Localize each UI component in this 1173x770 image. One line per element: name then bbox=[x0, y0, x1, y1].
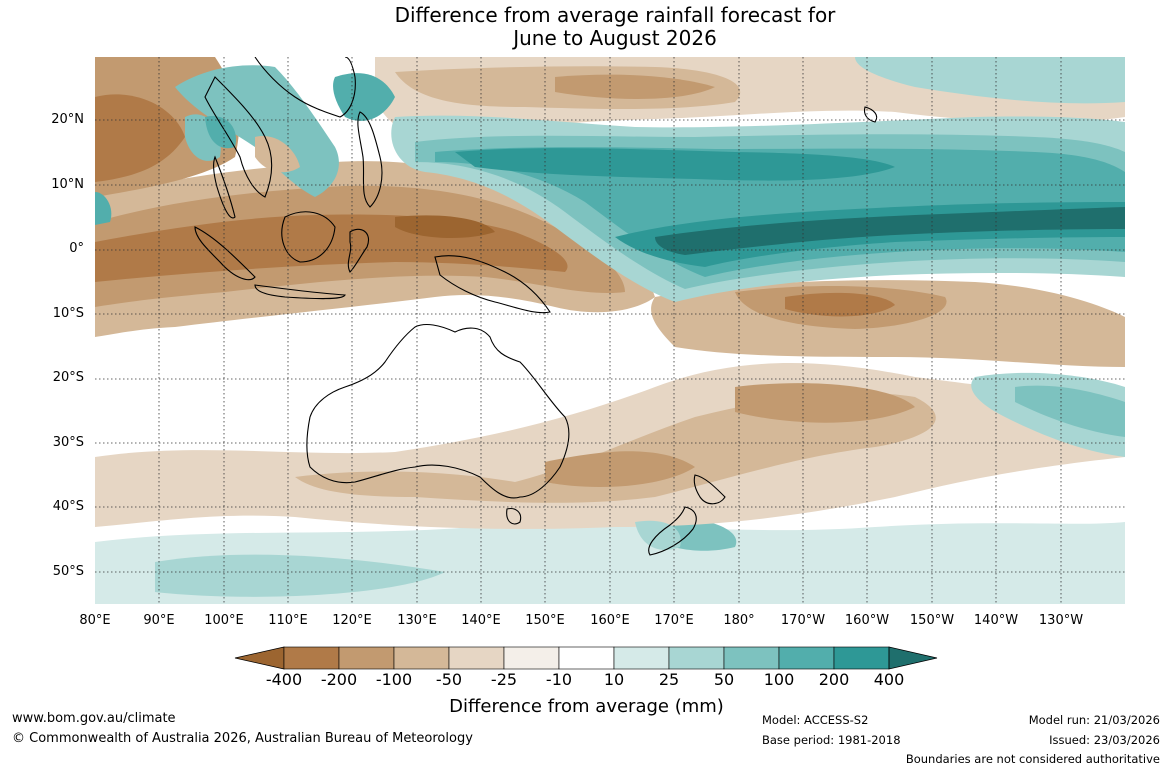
lon-label-140w: 140°W bbox=[973, 613, 1019, 628]
philippines-coastline bbox=[357, 111, 383, 208]
sumatra-coastline bbox=[194, 226, 256, 281]
colorbar-swatch bbox=[558, 646, 615, 670]
colorbar-tick: 200 bbox=[818, 670, 850, 689]
lat-label-10s: 10°S bbox=[52, 306, 84, 321]
lon-label-110e: 110°E bbox=[268, 613, 308, 628]
colorbar-swatch bbox=[613, 646, 670, 670]
colorbar-swatch bbox=[448, 646, 505, 670]
colorbar-swatch bbox=[283, 646, 340, 670]
lon-label-80e: 80°E bbox=[79, 613, 111, 628]
lat-label-50s: 50°S bbox=[52, 564, 84, 579]
new-guinea-coastline bbox=[434, 255, 551, 314]
malay-peninsula-coastline bbox=[213, 155, 236, 219]
itcz-wet-band-inner bbox=[435, 147, 1125, 277]
tasmania-coastline bbox=[506, 508, 522, 525]
sulawesi-coastline bbox=[347, 228, 369, 273]
colorbar-swatch bbox=[888, 646, 938, 670]
colorbar-tick: 400 bbox=[873, 670, 905, 689]
colorbar-swatch bbox=[723, 646, 780, 670]
colorbar-swatch bbox=[503, 646, 560, 670]
tasman-wet bbox=[635, 520, 681, 550]
colorbar-swatch bbox=[393, 646, 450, 670]
hawaii-coastline bbox=[863, 106, 878, 123]
west-wet-edge bbox=[95, 192, 112, 225]
lon-label-130e: 130°E bbox=[397, 613, 437, 628]
north-east-pacific-wet bbox=[855, 57, 1125, 104]
lon-label-170e: 170°E bbox=[654, 613, 694, 628]
east-pacific-wet-core bbox=[1015, 385, 1125, 437]
coastlines bbox=[194, 57, 878, 556]
south-pacific-dry-center bbox=[785, 292, 895, 317]
rainfall-map bbox=[95, 57, 1125, 604]
australia-coastline bbox=[306, 323, 570, 499]
colorbar-tick: -100 bbox=[375, 670, 413, 689]
lat-label-40s: 40°S bbox=[52, 499, 84, 514]
lon-label-180: 180° bbox=[723, 613, 755, 628]
lat-label-10n: 10°N bbox=[51, 177, 84, 192]
colorbar-tick: 50 bbox=[713, 670, 735, 689]
java-coastline bbox=[254, 284, 346, 300]
colorbar-swatch bbox=[338, 646, 395, 670]
lon-label-170w: 170°W bbox=[780, 613, 826, 628]
colorbar-swatch bbox=[778, 646, 835, 670]
lat-label-20s: 20°S bbox=[52, 370, 84, 385]
colorbar-tick: -400 bbox=[265, 670, 303, 689]
north-indian-dry-core bbox=[95, 94, 185, 182]
lon-label-120e: 120°E bbox=[332, 613, 372, 628]
copyright: © Commonwealth of Australia 2026, Austra… bbox=[12, 731, 473, 746]
lat-label-20n: 20°N bbox=[51, 112, 84, 127]
lon-label-160w: 160°W bbox=[844, 613, 890, 628]
graticule bbox=[95, 57, 1125, 604]
colorbar-swatch bbox=[668, 646, 725, 670]
lon-label-160e: 160°E bbox=[590, 613, 630, 628]
equatorial-pacific-wet-max bbox=[655, 207, 1125, 255]
indochina-coastline bbox=[204, 76, 273, 198]
colorbar-tick: 100 bbox=[763, 670, 795, 689]
nz-south-island-coastline bbox=[648, 506, 697, 556]
website-url[interactable]: www.bom.gov.au/climate bbox=[12, 711, 176, 726]
south-pacific-dry bbox=[735, 383, 915, 423]
lon-label-130w: 130°W bbox=[1038, 613, 1084, 628]
disclaimer: Boundaries are not considered authoritat… bbox=[905, 752, 1160, 766]
borneo-coastline bbox=[281, 211, 336, 263]
map-canvas bbox=[95, 57, 1125, 604]
lon-label-150e: 150°E bbox=[525, 613, 565, 628]
title-line-1: Difference from average rainfall forecas… bbox=[394, 3, 836, 27]
china-coastline bbox=[254, 57, 356, 118]
colorbar-tick: 10 bbox=[603, 670, 625, 689]
model-name: Model: ACCESS-S2 bbox=[762, 713, 869, 727]
north-pacific-dry-core bbox=[555, 74, 715, 99]
southern-wet-patch bbox=[155, 554, 445, 597]
colorbar-swatch bbox=[234, 646, 285, 670]
issued-date: Issued: 23/03/2026 bbox=[1049, 733, 1160, 747]
lon-label-150w: 150°W bbox=[909, 613, 955, 628]
sea-wet-small bbox=[205, 116, 236, 149]
colorbar-tick: -200 bbox=[320, 670, 358, 689]
colorbar bbox=[234, 646, 938, 670]
indochina-dry bbox=[255, 136, 300, 173]
colorbar-swatch bbox=[833, 646, 890, 670]
colorbar-tick: -10 bbox=[545, 670, 573, 689]
colorbar-tick: -50 bbox=[435, 670, 463, 689]
lon-label-140e: 140°E bbox=[461, 613, 501, 628]
colorbar-label: Difference from average (mm) bbox=[449, 696, 724, 717]
southern-dry-core-2 bbox=[545, 451, 695, 487]
indian-ocean-dry-center bbox=[395, 215, 495, 239]
nz-north-island-coastline bbox=[693, 474, 726, 505]
base-period: Base period: 1981-2018 bbox=[762, 733, 901, 747]
colorbar-tick: 25 bbox=[658, 670, 680, 689]
lat-label-30s: 30°S bbox=[52, 435, 84, 450]
southern-dry-core bbox=[295, 393, 936, 503]
model-run: Model run: 21/03/2026 bbox=[1028, 713, 1160, 727]
title-line-2: June to August 2026 bbox=[513, 26, 717, 50]
colorbar-tick: -25 bbox=[490, 670, 518, 689]
map-title: Difference from average rainfall forecas… bbox=[0, 4, 1173, 50]
lon-label-90e: 90°E bbox=[143, 613, 175, 628]
lon-label-100e: 100°E bbox=[204, 613, 244, 628]
colorbar-swatches bbox=[234, 646, 938, 670]
lat-label-0: 0° bbox=[69, 241, 84, 256]
itcz-wet-band-core bbox=[455, 148, 895, 181]
